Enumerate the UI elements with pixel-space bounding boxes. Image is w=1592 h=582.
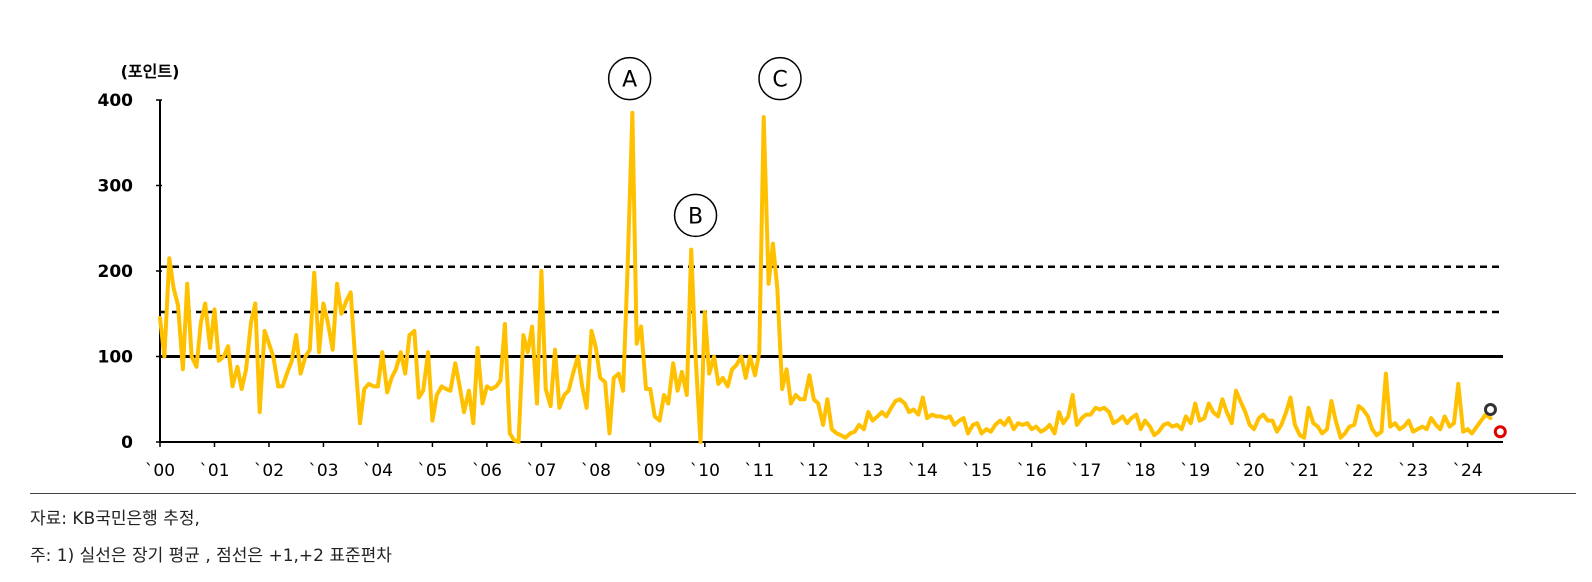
y-tick-label: 200 (98, 262, 134, 282)
x-tick-label: `09 (635, 461, 665, 481)
x-tick-label: `20 (1235, 461, 1265, 481)
end-marker (1493, 425, 1507, 439)
y-tick-label: 400 (98, 91, 134, 111)
annotation-circle (607, 56, 652, 101)
x-tick-label: `22 (1344, 461, 1374, 481)
x-tick-label: `13 (853, 461, 883, 481)
x-tick-label: `15 (962, 461, 992, 481)
x-tick-label: `11 (744, 461, 774, 481)
x-tick-label: `00 (145, 461, 175, 481)
annotations: A B C (607, 56, 802, 238)
end-marker (1483, 403, 1497, 417)
x-tick-label: `04 (363, 461, 393, 481)
annotation-label: A (622, 68, 637, 93)
source-note: 자료: KB국민은행 추정, (30, 509, 200, 529)
x-tick-label: `01 (199, 461, 229, 481)
annotation-label: B (688, 204, 703, 229)
x-tick-label: `08 (581, 461, 611, 481)
x-tick-label: `21 (1289, 461, 1319, 481)
x-tick-label: `23 (1398, 461, 1428, 481)
series-line (158, 110, 1493, 444)
annotation-circle (758, 56, 802, 101)
annotation-circle (673, 193, 718, 238)
x-axis-ticks: `00 `01 `02 `03 `04 `05 `06 `07 `08 `09 `10 `11 `12 `… (145, 442, 1483, 481)
reference-lines (160, 265, 1503, 358)
x-tick-label: `24 (1453, 461, 1483, 481)
y-axis-ticks: 0 100 200 300 400 (98, 91, 162, 453)
y-tick-label: 100 (98, 348, 134, 368)
y-tick-label: 300 (98, 177, 134, 197)
x-tick-label: `12 (799, 461, 829, 481)
annotation-label: C (772, 68, 787, 93)
x-tick-label: `10 (690, 461, 720, 481)
x-tick-label: `06 (472, 461, 502, 481)
footnote: 주: 1) 실선은 장기 평균 , 점선은 +1,+2 표준편차 (30, 546, 392, 566)
x-tick-label: `16 (1017, 461, 1047, 481)
y-tick-label: 0 (121, 433, 133, 453)
axes (159, 100, 1503, 443)
x-tick-label: `03 (308, 461, 338, 481)
divider (30, 493, 1576, 494)
series-path (158, 110, 1493, 444)
x-tick-label: `02 (254, 461, 284, 481)
end-markers (1483, 403, 1507, 439)
x-tick-label: `05 (417, 461, 447, 481)
x-tick-label: `14 (908, 461, 938, 481)
x-tick-label: `18 (1126, 461, 1156, 481)
y-unit-label: (포인트) (121, 62, 180, 81)
x-tick-label: `17 (1071, 461, 1101, 481)
x-tick-label: `07 (526, 461, 556, 481)
x-tick-label: `19 (1180, 461, 1210, 481)
